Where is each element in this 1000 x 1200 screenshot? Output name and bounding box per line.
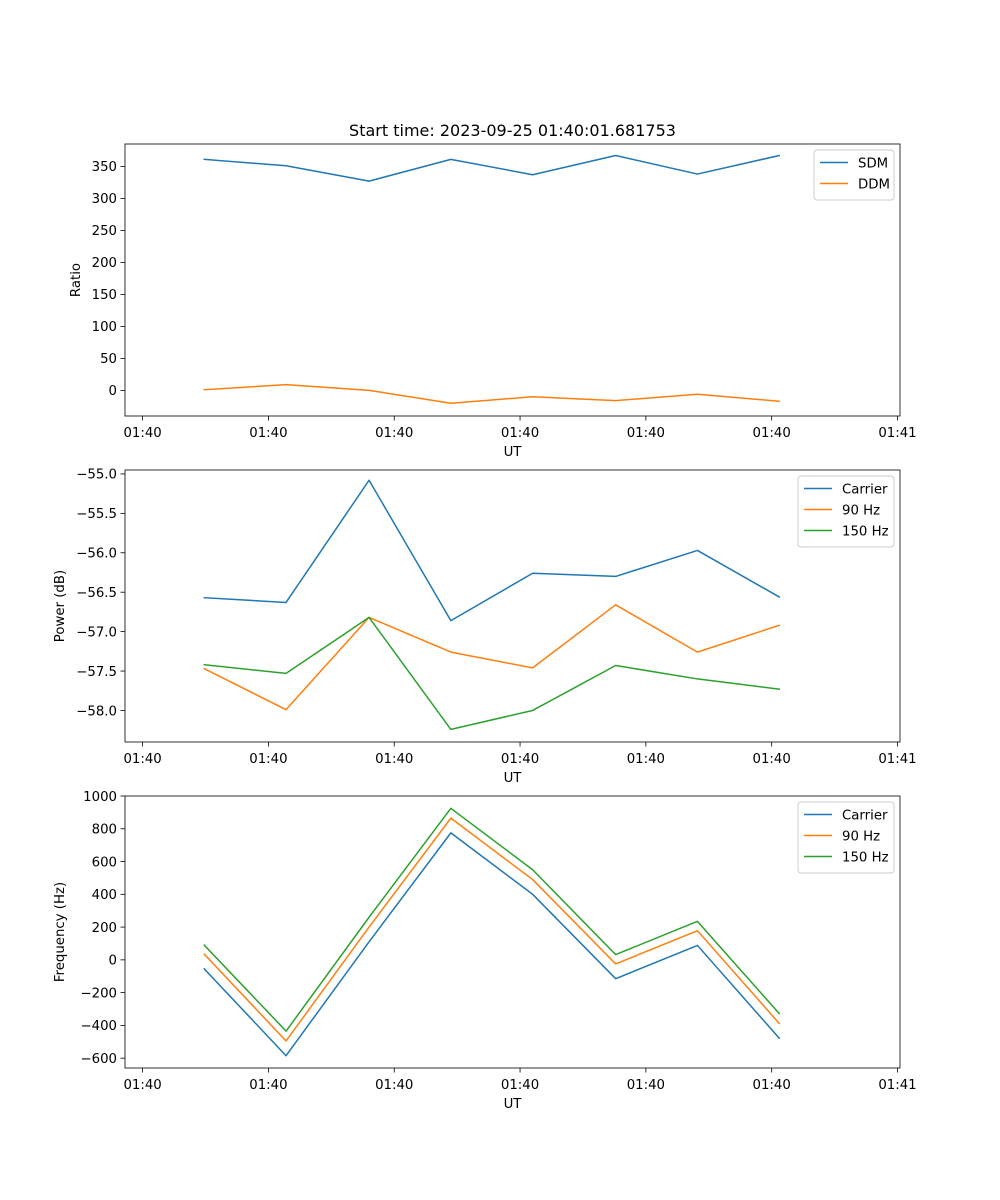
- x-tick-label: 01:40: [501, 1078, 539, 1093]
- series-line-150-hz: [203, 616, 781, 731]
- axes-frame: [124, 795, 901, 1069]
- y-tick-label: −200: [80, 986, 117, 1001]
- x-tick-label: 01:40: [123, 426, 161, 441]
- series-line-carrier: [203, 479, 781, 622]
- y-tick-label: 350: [92, 160, 117, 175]
- x-axis-label: UT: [504, 771, 523, 786]
- x-axis-label: UT: [504, 445, 523, 460]
- y-tick-label: 400: [92, 888, 117, 903]
- y-tick-label: 800: [92, 823, 117, 838]
- legend-label: 150 Hz: [842, 850, 889, 865]
- y-axis-label: Frequency (Hz): [53, 882, 68, 982]
- legend-label: DDM: [858, 177, 890, 192]
- x-tick-label: 01:40: [753, 752, 791, 767]
- legend: SDM DDM: [813, 149, 895, 201]
- legend: Carrier 90 Hz 150 Hz: [797, 801, 895, 874]
- y-tick-label: 200: [92, 921, 117, 936]
- x-tick-label: 01:40: [249, 752, 287, 767]
- chart-panel-2: 01:40 01:40 01:40 01:40 01:40 01:40 01:41 −58.0…: [53, 468, 917, 786]
- y-tick-label: −56.5: [76, 586, 117, 601]
- series-line-150-hz: [203, 807, 781, 1032]
- figure-title: Start time: 2023-09-25 01:40:01.681753: [349, 121, 676, 140]
- y-tick-label: 50: [100, 352, 117, 367]
- x-tick-label: 01:40: [753, 426, 791, 441]
- x-tick-label: 01:40: [249, 426, 287, 441]
- x-tick-label: 01:40: [375, 752, 413, 767]
- y-tick-label: −56.0: [76, 547, 117, 562]
- y-tick-label: 0: [109, 954, 117, 969]
- y-tick-label: 600: [92, 855, 117, 870]
- y-axis-label: Power (dB): [53, 570, 68, 642]
- x-tick-label: 01:40: [375, 426, 413, 441]
- x-tick-label: 01:40: [249, 1078, 287, 1093]
- x-axis-label: UT: [504, 1097, 523, 1112]
- y-tick-label: −57.5: [76, 665, 117, 680]
- y-tick-label: −55.5: [76, 507, 117, 522]
- y-tick-label: −400: [80, 1019, 117, 1034]
- x-tick-label: 01:41: [878, 426, 916, 441]
- x-tick-label: 01:40: [753, 1078, 791, 1093]
- legend: Carrier 90 Hz 150 Hz: [797, 475, 895, 548]
- legend-label: SDM: [858, 156, 888, 171]
- series-line-sdm: [203, 154, 781, 182]
- y-tick-label: 300: [92, 192, 117, 207]
- y-tick-label: 0: [109, 384, 117, 399]
- legend-label: 90 Hz: [842, 829, 880, 844]
- chart-panel-3: 01:40 01:40 01:40 01:40 01:40 01:40 01:41 −600 −…: [53, 790, 917, 1112]
- y-axis-label: Ratio: [69, 263, 84, 297]
- y-tick-label: 100: [92, 320, 117, 335]
- x-tick-label: 01:40: [627, 1078, 665, 1093]
- x-tick-label: 01:40: [627, 426, 665, 441]
- x-tick-label: 01:40: [627, 752, 665, 767]
- y-tick-label: 200: [92, 256, 117, 271]
- chart-panel-1: 01:40 01:40 01:40 01:40 01:40 01:40 01:41 0 50 10…: [69, 143, 917, 460]
- y-tick-label: −57.0: [76, 625, 117, 640]
- legend-label: 150 Hz: [842, 524, 889, 539]
- y-tick-label: 1000: [83, 790, 117, 805]
- series-line-ddm: [203, 383, 781, 404]
- legend-label: Carrier: [842, 808, 888, 823]
- x-tick-label: 01:40: [375, 1078, 413, 1093]
- y-tick-label: −600: [80, 1052, 117, 1067]
- axes-frame: [124, 469, 901, 743]
- legend-box: [797, 475, 895, 548]
- series-line-90-hz: [203, 604, 781, 711]
- axes-frame: [124, 143, 901, 417]
- legend-label: Carrier: [842, 482, 888, 497]
- y-tick-label: 250: [92, 224, 117, 239]
- x-tick-label: 01:40: [501, 426, 539, 441]
- x-tick-label: 01:41: [878, 1078, 916, 1093]
- legend-label: 90 Hz: [842, 503, 880, 518]
- x-tick-label: 01:40: [501, 752, 539, 767]
- series-line-90-hz: [203, 817, 781, 1042]
- y-tick-label: −55.0: [76, 468, 117, 483]
- x-tick-label: 01:40: [123, 752, 161, 767]
- y-tick-label: −58.0: [76, 704, 117, 719]
- x-tick-label: 01:40: [123, 1078, 161, 1093]
- series-line-carrier: [203, 832, 781, 1057]
- x-tick-label: 01:41: [878, 752, 916, 767]
- y-tick-label: 150: [92, 288, 117, 303]
- legend-box: [797, 801, 895, 874]
